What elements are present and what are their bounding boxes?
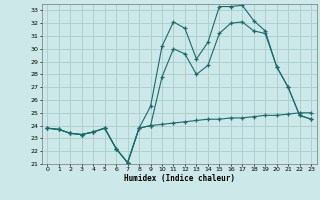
X-axis label: Humidex (Indice chaleur): Humidex (Indice chaleur) xyxy=(124,174,235,183)
